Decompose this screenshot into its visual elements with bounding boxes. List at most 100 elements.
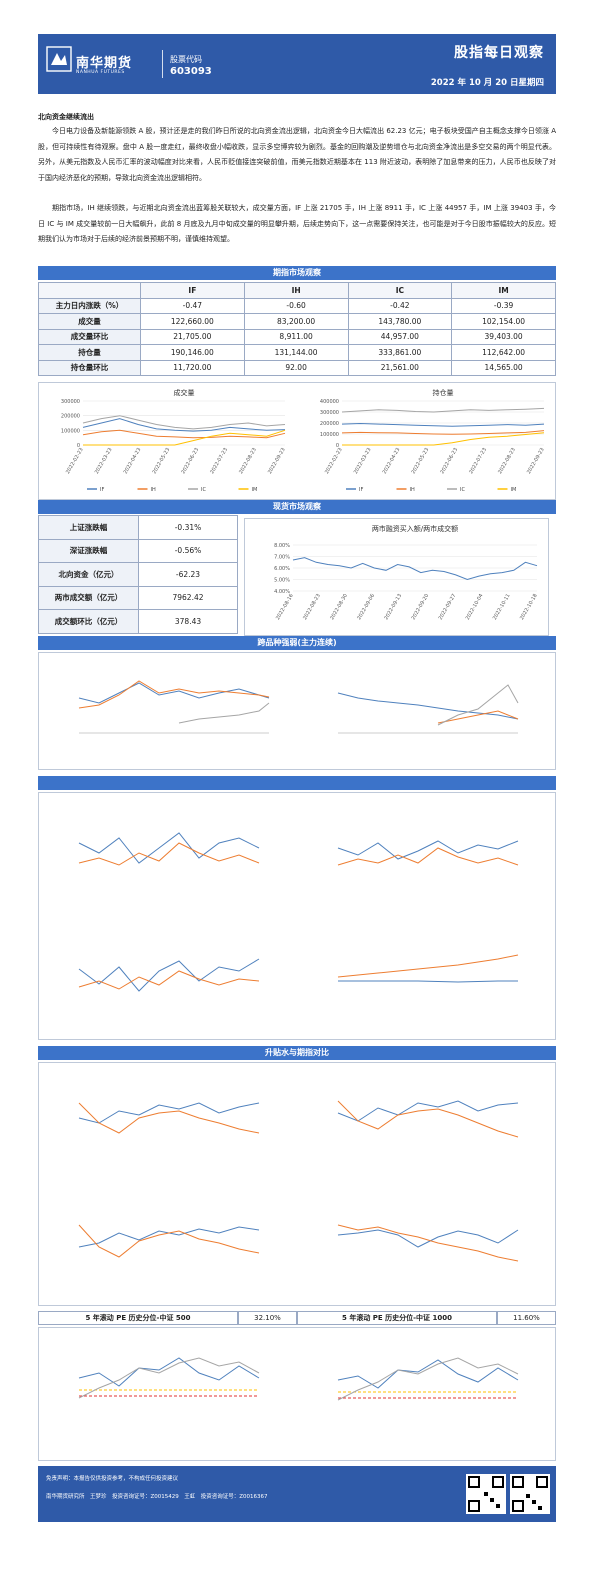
disclaimer: 免责声明：本报告仅供投资参考，不构成任何投资建议 xyxy=(46,1476,179,1482)
pe-value-csi500: 32.10% xyxy=(238,1311,297,1325)
series-line xyxy=(342,432,545,446)
table-row: 成交额环比（亿元） 378.43 xyxy=(38,609,238,634)
cross-ratio-series-1 xyxy=(78,682,270,704)
basis-series xyxy=(337,1229,519,1248)
basis-series xyxy=(78,1226,260,1248)
im-basis-chart xyxy=(337,954,519,983)
legend-label: IC xyxy=(201,487,206,493)
x-tick-label: 2022-07-23 xyxy=(209,447,229,475)
chart-title: 持仓量 xyxy=(433,388,454,397)
cell: 21,705.00 xyxy=(140,328,245,345)
row-label: 主力日内涨跌（%） xyxy=(38,297,141,314)
x-tick-label: 2022-03-23 xyxy=(353,447,373,475)
table-row: 两市成交额（亿元） 7962.42 xyxy=(38,585,238,610)
valuation-chart-panel xyxy=(38,1327,556,1461)
volume-series xyxy=(78,970,260,990)
futures-banner: 期指市场观察 xyxy=(38,266,556,280)
futures-col-header: IF xyxy=(140,282,245,299)
series-line xyxy=(292,557,538,581)
table-row: 主力日内涨跌（%） -0.47 -0.60 -0.42 -0.39 xyxy=(38,297,556,314)
legend-label: IC xyxy=(460,487,465,493)
sz50-valuation-chart xyxy=(78,1357,260,1399)
table-row: 持仓量 190,146.00 131,144.00 333,861.00 112… xyxy=(38,344,556,361)
cell: 190,146.00 xyxy=(140,344,245,361)
row-label: 上证涨跌幅 xyxy=(38,515,139,540)
table-row: 成交量 122,660.00 83,200.00 143,780.00 102,… xyxy=(38,313,556,330)
x-tick-label: 2022-08-16 xyxy=(275,593,295,621)
cell: 102,154.00 xyxy=(451,313,556,330)
y-tick-label: 200000 xyxy=(320,421,339,427)
csi1000-basis-chart xyxy=(337,1224,519,1262)
row-label: 持仓量 xyxy=(38,344,141,361)
chart-title: 两市融资买入额/两市成交额 xyxy=(372,524,458,533)
pe-label-csi500: 5 年滚动 PE 历史分位-中证 500 xyxy=(38,1311,238,1325)
pe-label-csi1000: 5 年滚动 PE 历史分位-中证 1000 xyxy=(297,1311,497,1325)
legend-label: IF xyxy=(359,487,363,493)
table-row: 持仓量环比 11,720.00 92.00 21,561.00 14,565.0… xyxy=(38,359,556,376)
series-line xyxy=(83,429,286,446)
y-tick-label: 200000 xyxy=(61,414,80,420)
report-footer: 免责声明：本报告仅供投资参考，不构成任何投资建议 南华期货研究所 王梦珍 投资咨… xyxy=(38,1466,556,1522)
x-tick-label: 2022-07-23 xyxy=(468,447,488,475)
x-tick-label: 2022-08-23 xyxy=(238,447,258,475)
x-tick-label: 2022-09-23 xyxy=(267,447,287,475)
row-label: 成交额环比（亿元） xyxy=(38,609,139,634)
x-tick-label: 2022-10-04 xyxy=(465,593,485,621)
cell: -0.31% xyxy=(138,515,238,540)
y-tick-label: 0 xyxy=(77,443,80,449)
cell: 39,403.00 xyxy=(451,328,556,345)
index-series xyxy=(337,1224,519,1262)
series-line xyxy=(82,429,286,439)
brand-name: 南华期货 xyxy=(76,56,133,71)
x-tick-label: 2022-09-13 xyxy=(383,593,403,621)
cell: 14,565.00 xyxy=(451,359,556,376)
cross-ratio-series-2 xyxy=(78,680,270,709)
qr-code-icon xyxy=(510,1474,550,1514)
row-label: 两市成交额（亿元） xyxy=(38,585,139,610)
cell: -0.56% xyxy=(138,538,238,563)
x-tick-label: 2022-02-23 xyxy=(324,447,344,475)
hs300-valuation-chart xyxy=(337,1357,519,1401)
row-label: 深证涨跌幅 xyxy=(38,538,139,563)
x-tick-label: 2022-05-23 xyxy=(152,447,172,475)
intro-paragraph-2: 期指市场，IH 继续领跌，与近期北向资金流出蓝筹股关联较大，成交量方面，IF 上… xyxy=(38,204,556,243)
report-title: 股指每日观察 xyxy=(454,45,544,61)
cross-ratio-series-1 xyxy=(337,692,519,720)
volume-series xyxy=(337,954,519,978)
cell: 92.00 xyxy=(243,359,349,376)
series-line xyxy=(82,415,286,430)
valuation-series xyxy=(337,1359,519,1389)
cell: 333,861.00 xyxy=(347,344,453,361)
basis-series xyxy=(337,840,519,860)
basis-series xyxy=(78,832,260,864)
legend-label: IH xyxy=(410,487,415,493)
report-date: 2022 年 10 月 20 日星期四 xyxy=(430,78,544,88)
x-tick-label: 2022-06-23 xyxy=(180,447,200,475)
cell: -0.60 xyxy=(243,297,349,314)
y-tick-label: 300000 xyxy=(320,410,339,416)
cross-variety-chart-panel xyxy=(38,652,556,770)
brand-name-en: NANHUA FUTURES xyxy=(76,70,125,75)
x-tick-label: 2022-10-11 xyxy=(492,593,512,621)
x-tick-label: 2022-08-23 xyxy=(302,593,322,621)
basis-series xyxy=(337,1100,519,1122)
basis-volume-banner xyxy=(38,776,556,790)
report-header: 南华期货 NANHUA FUTURES 股票代码 603093 股指每日观察 2… xyxy=(38,34,556,94)
y-tick-label: 100000 xyxy=(320,432,339,438)
cell: 7962.42 xyxy=(138,585,238,610)
cell: 11,720.00 xyxy=(140,359,245,376)
basis-index-banner: 升贴水与期指对比 xyxy=(38,1046,556,1060)
index-series xyxy=(78,1357,260,1399)
y-tick-label: 400000 xyxy=(320,399,339,405)
y-tick-label: 0 xyxy=(336,443,339,449)
if-basis-chart xyxy=(78,832,260,866)
index-series xyxy=(337,1100,519,1138)
spot-table: 上证涨跌幅 -0.31% 深证涨跌幅 -0.56% 北向资金（亿元） -62.23 两… xyxy=(38,515,238,634)
hs300-basis-chart xyxy=(78,1102,260,1134)
futures-col-header: IH xyxy=(243,282,349,299)
table-row: 深证涨跌幅 -0.56% xyxy=(38,538,238,563)
pe-percentile-row: 5 年滚动 PE 历史分位-中证 500 32.10% 5 年滚动 PE 历史分… xyxy=(38,1311,556,1325)
sz50-basis-chart xyxy=(337,1100,519,1138)
volume-chart: 成交量 0 100000 200000 300000 2022-02-23 2022-03-… xyxy=(61,388,287,493)
y-tick-label: 300000 xyxy=(61,399,80,405)
